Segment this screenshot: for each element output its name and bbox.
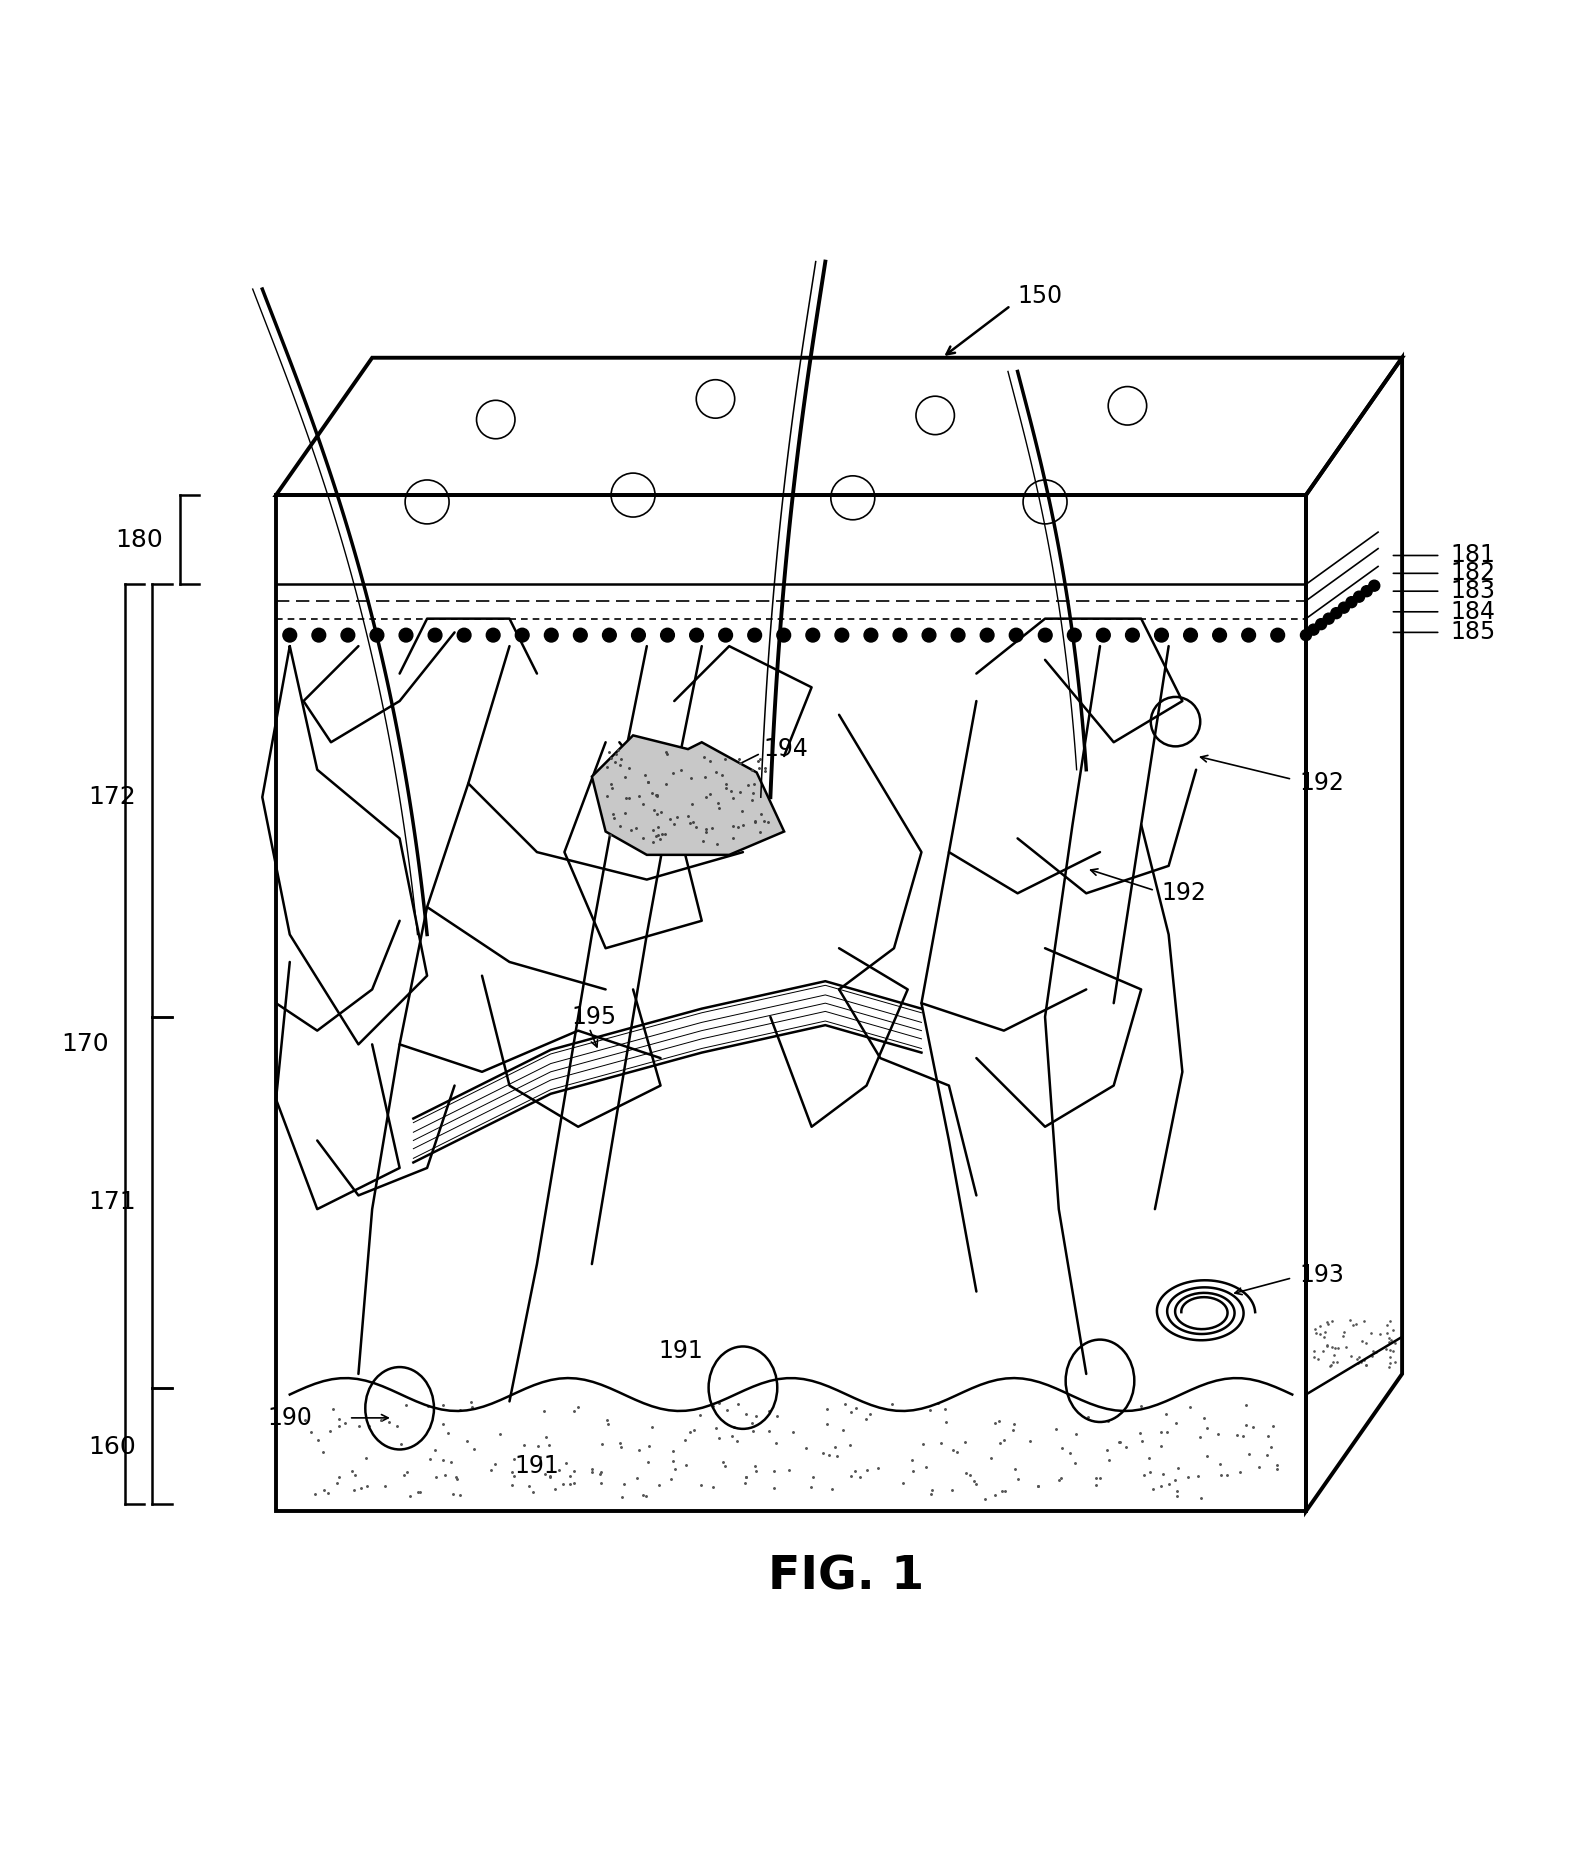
- Text: 182: 182: [1451, 561, 1495, 585]
- Circle shape: [718, 628, 732, 641]
- Text: 192: 192: [1299, 772, 1345, 796]
- Text: 185: 185: [1451, 621, 1495, 645]
- Circle shape: [1354, 591, 1365, 602]
- Circle shape: [1155, 628, 1169, 641]
- Circle shape: [748, 628, 761, 641]
- Circle shape: [777, 628, 791, 641]
- Circle shape: [1009, 628, 1024, 641]
- Circle shape: [835, 628, 848, 641]
- Circle shape: [690, 628, 704, 641]
- Text: 192: 192: [1161, 882, 1207, 905]
- Circle shape: [399, 628, 413, 641]
- Circle shape: [573, 628, 587, 641]
- Circle shape: [1038, 628, 1052, 641]
- Text: 195: 195: [571, 1006, 617, 1030]
- Circle shape: [1323, 613, 1334, 624]
- Text: 194: 194: [764, 736, 808, 761]
- Text: 160: 160: [89, 1435, 136, 1458]
- Circle shape: [1300, 630, 1311, 641]
- Circle shape: [1346, 596, 1357, 607]
- Circle shape: [1068, 628, 1081, 641]
- Text: 193: 193: [1299, 1263, 1345, 1288]
- Circle shape: [603, 628, 617, 641]
- Circle shape: [1213, 628, 1226, 641]
- Circle shape: [631, 628, 645, 641]
- Circle shape: [457, 628, 471, 641]
- Circle shape: [370, 628, 384, 641]
- Text: 181: 181: [1451, 544, 1495, 568]
- Circle shape: [922, 628, 937, 641]
- Circle shape: [1316, 619, 1327, 630]
- Circle shape: [1308, 624, 1319, 635]
- Circle shape: [1183, 628, 1198, 641]
- Text: 191: 191: [658, 1338, 704, 1363]
- Circle shape: [429, 628, 441, 641]
- Circle shape: [864, 628, 878, 641]
- Circle shape: [1270, 628, 1285, 641]
- Text: 191: 191: [514, 1454, 560, 1478]
- Circle shape: [661, 628, 674, 641]
- Circle shape: [342, 628, 354, 641]
- Text: 180: 180: [115, 529, 163, 553]
- Circle shape: [283, 628, 297, 641]
- Circle shape: [544, 628, 558, 641]
- Text: 172: 172: [89, 785, 136, 809]
- Text: 183: 183: [1451, 579, 1495, 604]
- Text: 170: 170: [60, 1032, 109, 1056]
- Circle shape: [951, 628, 965, 641]
- Circle shape: [1361, 585, 1372, 596]
- Text: 171: 171: [89, 1191, 136, 1215]
- Polygon shape: [592, 735, 785, 854]
- Circle shape: [894, 628, 906, 641]
- Circle shape: [805, 628, 819, 641]
- Circle shape: [981, 628, 993, 641]
- Circle shape: [1338, 602, 1349, 613]
- Circle shape: [1368, 579, 1380, 591]
- Circle shape: [1125, 628, 1139, 641]
- Circle shape: [1096, 628, 1111, 641]
- Circle shape: [486, 628, 500, 641]
- Circle shape: [516, 628, 528, 641]
- Circle shape: [1330, 607, 1342, 619]
- Text: 184: 184: [1451, 600, 1495, 624]
- Circle shape: [312, 628, 326, 641]
- Text: 150: 150: [1017, 284, 1063, 308]
- Text: FIG. 1: FIG. 1: [767, 1555, 924, 1600]
- Circle shape: [1242, 628, 1256, 641]
- Text: 190: 190: [267, 1405, 312, 1430]
